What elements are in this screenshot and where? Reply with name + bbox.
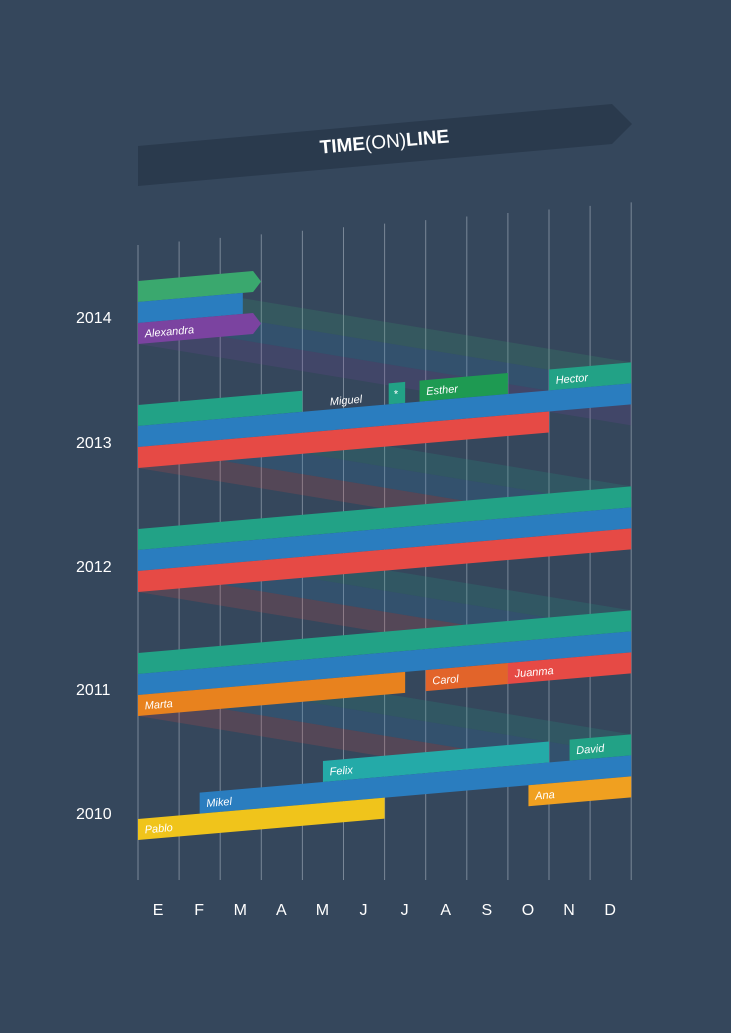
bar-2014-blue-1: [138, 292, 243, 323]
bar-2012-red-11: [138, 528, 632, 592]
month-label-0: E: [153, 902, 164, 919]
bar-label-carol: Carol: [432, 673, 460, 687]
bar-2011-orange-14: [138, 671, 406, 716]
bar-label-david: David: [576, 743, 606, 757]
bar-label-pablo: Pablo: [144, 822, 173, 836]
bar-2010-cyan-17: [322, 741, 549, 783]
bar-label-mikel: Mikel: [206, 796, 233, 810]
month-label-2: M: [234, 902, 247, 919]
bar-2011-orangered-15: [425, 663, 508, 692]
month-label-6: J: [401, 902, 409, 919]
bar-label-marta: Marta: [144, 698, 173, 712]
connector-2014-0: [138, 281, 632, 384]
bar-2010-blue-19: [199, 755, 632, 814]
bar-2013-teal-6: [549, 362, 632, 391]
bar-2013-darkgreen-5: [419, 373, 508, 402]
page-title: TIME(ON)LINE: [319, 126, 450, 158]
bar-2014-green-0: [138, 271, 262, 302]
year-label-2013: 2013: [76, 435, 112, 452]
timeline-bars: [138, 271, 632, 840]
title-light-part: (ON): [364, 130, 407, 155]
title-banner: TIME(ON)LINE: [138, 104, 632, 186]
bar-label-ana: Ana: [534, 789, 556, 803]
month-label-4: M: [316, 902, 329, 919]
floating-label-miguel: Miguel: [329, 394, 363, 409]
title-bold-part-b: LINE: [405, 126, 450, 151]
bar-label-hector: Hector: [555, 372, 590, 387]
bar-2010-yellow-20: [138, 797, 385, 840]
year-label-2012: 2012: [76, 559, 112, 576]
bar-2013-red-8: [138, 411, 549, 468]
year-label-2014: 2014: [76, 310, 112, 327]
year-label-2010: 2010: [76, 806, 112, 823]
bar-label-star: *: [393, 388, 399, 400]
year-labels: 2014 2013 2012 2011 2010: [76, 310, 112, 823]
bar-2013-blue-7: [138, 383, 632, 447]
bar-2013-teal-3: [138, 390, 303, 426]
year-label-2011: 2011: [76, 682, 111, 699]
month-label-3: A: [276, 902, 287, 919]
month-label-7: A: [440, 902, 451, 919]
bar-2010-amber-21: [528, 776, 632, 807]
bar-2014-purple-2: [138, 313, 262, 344]
bar-label-alexandra: Alexandra: [143, 324, 194, 340]
month-label-9: O: [522, 902, 534, 919]
bar-2011-red-16: [507, 652, 632, 685]
bar-2011-blue-13: [138, 631, 632, 695]
bar-2012-blue-10: [138, 507, 632, 571]
bar-2011-teal-12: [138, 610, 632, 674]
bar-label-esther: Esther: [426, 383, 460, 398]
month-label-11: D: [604, 902, 616, 919]
bar-label-juanma: Juanma: [513, 665, 554, 680]
bar-2010-teal-18: [569, 734, 632, 761]
bar-labels: Alexandra * Esther Hector Marta Carol Juanma Fe…: [143, 324, 605, 836]
bar-2013-teal-4: [388, 381, 406, 405]
month-label-10: N: [563, 902, 575, 919]
bar-2012-teal-9: [138, 486, 632, 550]
title-banner-shape: [138, 104, 632, 186]
title-bold-part-a: TIME: [319, 134, 366, 159]
bar-label-felix: Felix: [329, 764, 354, 778]
connector-2014-1: [138, 302, 632, 405]
month-label-8: S: [482, 902, 493, 919]
month-label-1: F: [194, 902, 204, 919]
month-label-5: J: [360, 902, 368, 919]
